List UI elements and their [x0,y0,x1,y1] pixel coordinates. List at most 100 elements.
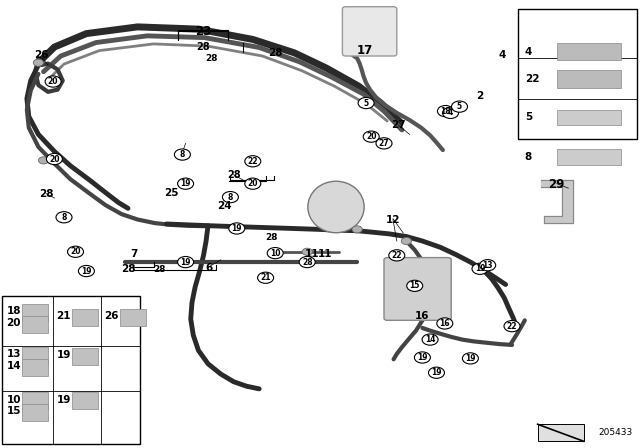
Circle shape [415,352,431,363]
FancyBboxPatch shape [342,7,397,56]
Text: 28: 28 [154,265,166,274]
Text: 28: 28 [39,189,53,198]
Circle shape [246,158,256,165]
Circle shape [436,318,453,329]
Text: 12: 12 [386,215,400,224]
Text: 11: 11 [318,250,332,259]
Circle shape [358,97,374,109]
Text: 28: 28 [227,170,241,180]
Circle shape [407,280,423,291]
Bar [22,316,48,333]
Text: 1: 1 [521,42,529,52]
Text: 4: 4 [498,50,506,60]
Circle shape [417,354,428,361]
Bar [538,424,584,441]
Circle shape [248,179,258,186]
Circle shape [229,223,245,234]
Text: 10: 10 [6,395,21,405]
Text: 5: 5 [457,102,462,111]
Text: 13: 13 [483,261,493,270]
Text: 5: 5 [525,112,532,122]
Text: 19: 19 [417,353,428,362]
Text: 20: 20 [248,179,258,188]
Text: 8: 8 [525,152,532,162]
Circle shape [300,256,315,267]
Text: 19: 19 [475,264,485,273]
Bar [72,348,98,365]
Circle shape [257,272,274,283]
Circle shape [376,138,392,149]
Circle shape [270,248,280,255]
Text: 5: 5 [364,99,369,108]
Text: 7: 7 [131,250,138,259]
Text: 4: 4 [525,47,532,56]
Bar [557,43,621,60]
Text: 28: 28 [266,233,278,242]
Circle shape [465,354,476,361]
Text: 26: 26 [35,50,49,60]
Bar [22,404,48,421]
Circle shape [45,76,61,87]
Bar [518,9,637,139]
Circle shape [401,237,412,245]
Text: 19: 19 [56,350,70,360]
Bar [72,309,98,326]
Circle shape [352,226,362,233]
Text: 18: 18 [440,107,451,116]
Circle shape [79,265,95,276]
Text: 16: 16 [415,311,429,321]
Bar [22,347,48,364]
Circle shape [462,353,479,364]
Text: 28: 28 [268,48,282,58]
Circle shape [443,107,458,118]
Circle shape [480,260,496,271]
Circle shape [178,256,193,267]
Circle shape [33,59,44,66]
Text: 20: 20 [48,77,58,86]
Text: 23: 23 [195,25,211,38]
Text: 14: 14 [6,361,21,371]
Text: 11: 11 [305,250,319,259]
Text: 21: 21 [56,311,71,321]
Text: 28: 28 [205,54,218,63]
Bar [2,296,140,444]
Text: 20: 20 [49,155,60,164]
Circle shape [73,248,83,255]
Ellipse shape [308,181,364,233]
Text: 8: 8 [228,193,233,202]
Bar [72,392,98,409]
Text: 205433: 205433 [598,428,632,437]
FancyBboxPatch shape [384,258,451,320]
Text: 27: 27 [392,121,406,130]
Text: 3: 3 [539,81,547,91]
Circle shape [302,258,312,265]
Circle shape [389,250,405,261]
Circle shape [178,178,193,190]
Polygon shape [541,180,573,223]
Bar [557,70,621,88]
Text: 22: 22 [392,251,402,260]
Text: 22: 22 [525,74,540,84]
Circle shape [364,131,380,142]
Circle shape [504,321,520,332]
Text: 20: 20 [366,132,376,141]
Circle shape [438,105,453,116]
Circle shape [174,149,191,160]
Text: 28: 28 [121,264,135,274]
Text: 15: 15 [6,406,21,416]
Circle shape [245,178,261,190]
Text: 19: 19 [81,267,92,276]
Text: 19: 19 [56,395,70,405]
Text: 16: 16 [440,319,450,328]
Circle shape [268,247,283,259]
Text: 19: 19 [180,258,191,267]
Circle shape [302,248,312,255]
Text: 29: 29 [548,178,565,191]
Text: 28: 28 [302,258,312,267]
Text: 18: 18 [6,306,21,316]
Text: 27: 27 [379,139,389,148]
Text: 22: 22 [507,322,517,331]
Text: 19: 19 [232,224,242,233]
Text: 8: 8 [180,150,185,159]
Text: 20: 20 [70,247,81,256]
